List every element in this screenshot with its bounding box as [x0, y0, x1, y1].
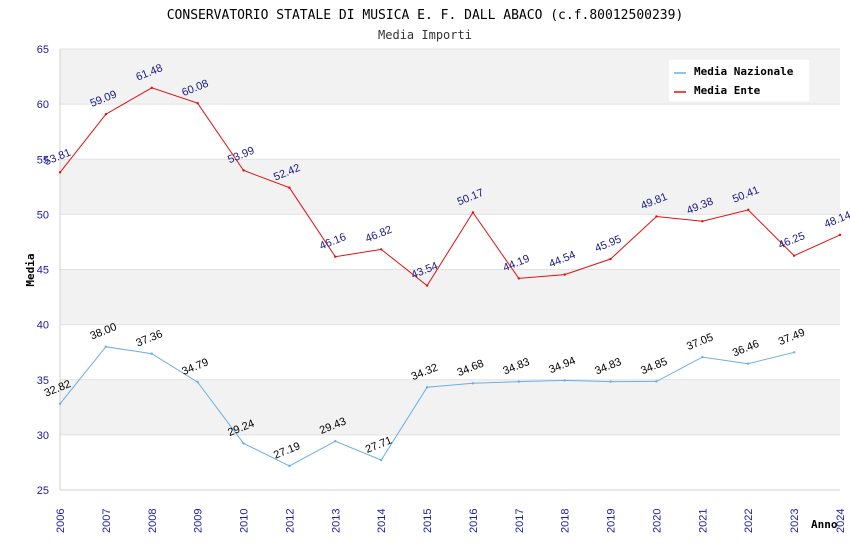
data-point-nazionale: [379, 458, 383, 462]
x-tick-label: 2006: [55, 509, 67, 533]
legend: Media Nazionale Media Ente: [667, 58, 811, 103]
y-tick-labels: 25 30 35 40 45 50 55 60 65: [37, 44, 49, 497]
grid-bands: [60, 49, 840, 490]
legend-label-nazionale: Media Nazionale: [694, 65, 794, 78]
x-tick-label: 2021: [697, 509, 709, 533]
data-point-ente: [471, 211, 475, 214]
x-tick-label: 2009: [193, 509, 205, 533]
data-point-nazionale: [655, 380, 658, 383]
grid-band: [60, 269, 840, 325]
data-point-nazionale: [517, 380, 521, 383]
data-point-ente: [288, 186, 291, 189]
data-point-ente: [379, 248, 383, 251]
data-point-nazionale: [334, 439, 337, 443]
x-tick-label: 2020: [651, 509, 663, 533]
x-tick-labels: 2006 2007 2008 2009 2010 2012 2013 2014 2015 2016…: [55, 509, 847, 533]
data-point-nazionale: [196, 380, 199, 384]
y-tick-label: 40: [37, 320, 49, 332]
data-point-ente: [242, 169, 245, 172]
grid-band: [60, 214, 840, 270]
x-tick-label: 2008: [147, 509, 159, 533]
data-point-ente: [838, 233, 842, 237]
x-tick-label: 2007: [101, 509, 113, 533]
x-tick-label: 2014: [376, 509, 388, 533]
x-tick-label: 2022: [743, 509, 755, 533]
data-point-nazionale: [425, 386, 429, 389]
legend-box: [667, 58, 811, 103]
data-point-ente: [655, 215, 658, 218]
data-point-ente: [196, 102, 199, 105]
y-tick-label: 60: [37, 99, 49, 111]
data-point-ente: [792, 254, 796, 257]
chart-title: CONSERVATORIO STATALE DI MUSICA E. F. DA…: [167, 8, 684, 23]
data-point-ente: [563, 273, 566, 276]
y-tick-label: 30: [37, 430, 49, 442]
data-point-nazionale: [104, 345, 108, 348]
data-point-nazionale: [150, 352, 153, 355]
data-point-nazionale: [242, 442, 245, 445]
y-tick-label: 45: [37, 265, 49, 277]
grid-band: [60, 324, 840, 380]
grid-band: [60, 104, 840, 160]
data-point-ente: [609, 257, 612, 261]
data-point-nazionale: [563, 379, 566, 382]
data-point-ente: [517, 277, 521, 280]
y-tick-label: 25: [37, 485, 49, 497]
data-point-nazionale: [471, 382, 475, 385]
grid-band: [60, 379, 840, 435]
y-tick-label: 35: [37, 375, 49, 387]
x-tick-label: 2010: [239, 509, 251, 533]
x-tick-label: 2023: [789, 509, 801, 533]
x-tick-label: 2019: [606, 509, 618, 533]
data-point-nazionale: [609, 380, 612, 383]
y-tick-label: 55: [37, 154, 49, 166]
x-tick-label: 2012: [284, 509, 296, 533]
data-point-nazionale: [747, 362, 750, 365]
x-tick-label: 2017: [514, 509, 526, 533]
grid-band: [60, 159, 840, 215]
data-point-ente: [58, 171, 62, 174]
chart-subtitle: Media Importi: [378, 28, 472, 42]
data-point-nazionale: [288, 464, 291, 468]
x-tick-label: 2013: [330, 509, 342, 533]
data-point-ente: [150, 86, 153, 90]
data-point-ente: [747, 208, 750, 212]
x-tick-label: 2018: [560, 509, 572, 533]
series-line-ente: [59, 87, 841, 287]
x-tick-label: 2016: [468, 509, 480, 533]
data-point-ente: [104, 112, 108, 116]
y-axis-label: Media: [24, 253, 37, 286]
data-point-nazionale: [792, 351, 796, 354]
x-axis-label: Anno: [811, 518, 838, 531]
grid-band: [60, 434, 840, 490]
data-point-nazionale: [701, 355, 704, 359]
data-point-nazionale: [58, 402, 62, 405]
y-tick-label: 50: [37, 209, 49, 221]
data-point-ente: [425, 284, 429, 287]
y-tick-label: 65: [37, 44, 49, 56]
x-tick-label: 2015: [422, 509, 434, 533]
legend-label-ente: Media Ente: [694, 84, 761, 97]
data-point-ente: [701, 220, 704, 223]
x-tick-label: 2024: [835, 509, 847, 533]
data-point-ente: [334, 255, 337, 258]
